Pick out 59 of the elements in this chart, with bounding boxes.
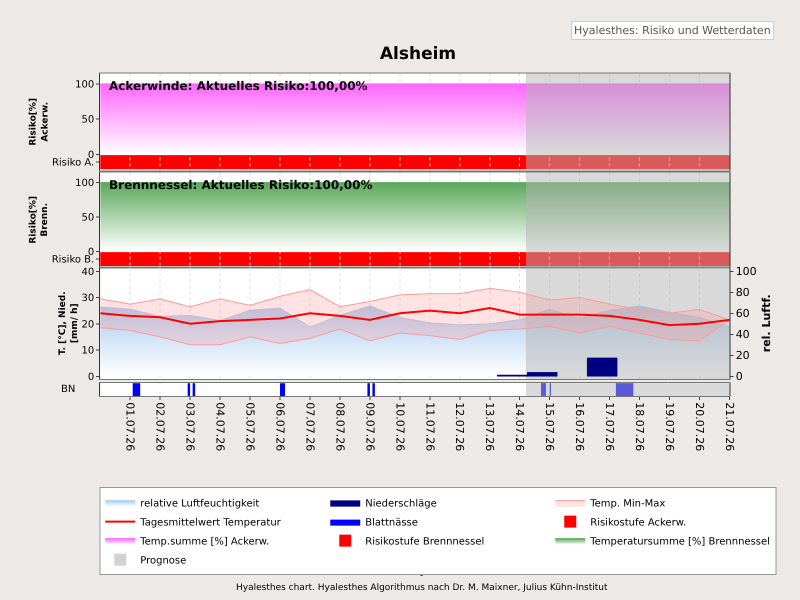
text: - [420, 571, 424, 581]
x-tick-label: 10.07.26 [393, 402, 406, 452]
x-tick-label: 18.07.26 [633, 402, 646, 452]
y-tick-label: 10 [82, 346, 94, 357]
y-tick-label: Risiko A. [52, 158, 94, 169]
legend-label: Tagesmittelwert Temperatur [139, 518, 282, 528]
chart-subtitle: Hyalesthes: Risiko und Wetterdaten [574, 24, 771, 37]
x-tick-label: 02.07.26 [154, 402, 167, 452]
y2-tick-label: 100 [736, 265, 757, 278]
x-tick-label: 05.07.26 [243, 402, 256, 452]
annotation: Ackerwinde: Aktuelles Risiko:100,00% [109, 79, 368, 93]
y2-tick-label: 60 [736, 307, 750, 320]
y-tick-label: 0 [88, 372, 94, 383]
x-tick-label: 03.07.26 [184, 402, 197, 452]
y-axis-title: Risiko[%]Ackerw. [28, 98, 50, 146]
legend-label: Temperatursumme [%] Brennnessel [589, 536, 770, 548]
y-tick-label: 40 [82, 266, 94, 278]
y2-tick-label: 0 [736, 370, 743, 384]
y-tick-label: Risiko B. [52, 254, 94, 266]
x-tick-label: 16.07.26 [573, 402, 586, 452]
annotation: Brennnessel: Aktuelles Risiko:100,00% [109, 178, 372, 192]
x-tick-label: 11.07.26 [423, 402, 436, 452]
y2-tick-label: 80 [736, 286, 750, 300]
x-tick-label: 12.07.26 [453, 402, 466, 452]
y-tick-label: 50 [82, 212, 94, 224]
chart-title: Alsheim [380, 44, 456, 64]
legend-label: Risikostufe Ackerw. [590, 518, 686, 528]
legend-label: Temp.summe [%] Ackerw. [139, 536, 270, 548]
x-tick-label: 04.07.26 [214, 402, 227, 452]
y-tick-label: 50 [82, 114, 94, 126]
y-axis-title: Risiko[%]Brenn. [28, 196, 50, 244]
x-tick-label: 20.07.26 [692, 402, 706, 452]
legend-label: Niederschläge [365, 498, 437, 510]
text: Blattnässe [365, 518, 418, 528]
x-tick-label: 07.07.26 [303, 402, 316, 452]
x-tick-label: 09.07.26 [363, 402, 376, 452]
y-tick-label: 30 [82, 293, 94, 304]
x-tick-label: 01.07.26 [124, 402, 137, 452]
x-tick-label: 17.07.26 [603, 402, 616, 452]
x-tick-label: 14.07.26 [513, 402, 526, 452]
y2-tick-label: 40 [736, 328, 750, 342]
x-tick-label: 15.07.26 [543, 402, 556, 452]
legend-label: Prognose [140, 556, 186, 566]
text: Hyalesthes chart. Hyalesthes Algorithmus nach Dr. M. Maixner, Julius Kühn-Institut [236, 583, 608, 593]
x-tick-label: 08.07.26 [333, 402, 346, 452]
y-axis-title: BN [61, 384, 76, 395]
y-tick-label: 20 [82, 319, 94, 330]
y-axis-title: T. [°C], Nied. [mm/ h] [58, 291, 80, 356]
y-tick-label: 100 [75, 79, 94, 90]
legend-label: Risikostufe Brennnessel [365, 536, 484, 548]
x-tick-label: 06.07.26 [273, 402, 286, 452]
legend-label: relative Luftfeuchtigkeit [140, 498, 260, 510]
legend-label: Temp. Min-Max [589, 498, 666, 510]
y-tick-label: 100 [75, 178, 94, 190]
x-tick-label: 19.07.26 [662, 402, 676, 452]
x-tick-label: 21.07.26 [722, 402, 736, 452]
y2-axis-title: rel. Luftf. [760, 294, 773, 352]
y2-tick-label: 20 [736, 349, 750, 362]
x-tick-label: 13.07.26 [483, 402, 496, 452]
